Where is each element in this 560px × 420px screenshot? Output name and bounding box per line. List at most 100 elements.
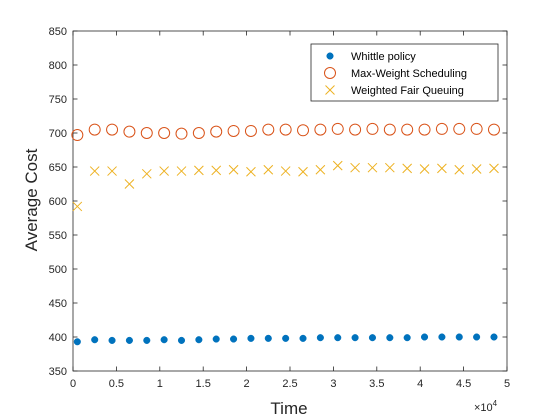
y-tick-label: 850 bbox=[49, 26, 67, 38]
data-point bbox=[125, 336, 133, 344]
legend: Whittle policy Max-Weight Scheduling Weigh… bbox=[310, 43, 499, 102]
x-marker-stroke bbox=[402, 163, 413, 174]
x-marker-stroke bbox=[332, 160, 343, 171]
data-point bbox=[384, 162, 395, 173]
x-marker-stroke bbox=[176, 166, 187, 176]
x-marker-stroke bbox=[350, 162, 360, 173]
data-point bbox=[282, 334, 290, 342]
data-point bbox=[473, 333, 481, 341]
data-point bbox=[367, 162, 378, 173]
data-point bbox=[366, 122, 379, 135]
data-point bbox=[334, 334, 342, 342]
legend-marker bbox=[325, 85, 335, 95]
legend-entry: Whittle policy bbox=[326, 51, 416, 63]
x-marker-stroke bbox=[298, 166, 308, 177]
y-tick-label: 350 bbox=[49, 366, 67, 378]
data-point bbox=[89, 166, 100, 176]
x-tick-label: 2 bbox=[244, 378, 250, 390]
x-tick-label: 2.5 bbox=[282, 378, 297, 390]
data-point bbox=[351, 334, 359, 342]
x-marker-stroke bbox=[246, 166, 256, 177]
data-point bbox=[244, 124, 257, 137]
x-tick-label: 1 bbox=[157, 378, 163, 390]
x-marker-stroke bbox=[437, 163, 447, 174]
data-point bbox=[159, 166, 169, 176]
y-axis-label: Average Cost bbox=[22, 148, 41, 251]
legend-label: Whittle policy bbox=[351, 51, 416, 63]
x-tick-label: 3.5 bbox=[369, 378, 384, 390]
y-tick-label: 550 bbox=[49, 230, 67, 242]
data-point bbox=[350, 162, 360, 173]
data-point bbox=[73, 338, 81, 346]
data-point bbox=[316, 334, 324, 342]
data-point bbox=[418, 123, 431, 136]
data-point bbox=[437, 163, 447, 174]
x-marker-stroke bbox=[419, 164, 430, 174]
x-marker-stroke bbox=[454, 164, 465, 175]
y-tick-label: 400 bbox=[49, 332, 67, 344]
data-point bbox=[471, 164, 482, 174]
x-marker-stroke bbox=[194, 165, 204, 176]
x-marker-stroke bbox=[325, 85, 335, 95]
data-point bbox=[331, 122, 344, 135]
data-point bbox=[487, 123, 500, 136]
data-point bbox=[158, 127, 171, 139]
data-point bbox=[349, 123, 362, 136]
x-tick-label: 4.5 bbox=[456, 378, 471, 390]
data-point bbox=[298, 166, 308, 177]
x-axis-multiplier-exponent: 4 bbox=[493, 399, 498, 408]
data-point bbox=[141, 168, 152, 179]
data-marks bbox=[71, 122, 500, 346]
data-point bbox=[140, 127, 153, 139]
x-marker-stroke bbox=[471, 164, 482, 174]
data-point bbox=[490, 333, 498, 341]
data-point bbox=[228, 164, 239, 175]
data-point bbox=[383, 123, 396, 136]
data-point bbox=[227, 124, 240, 137]
y-tick-label: 700 bbox=[49, 128, 67, 140]
data-point bbox=[297, 124, 310, 137]
data-point bbox=[419, 164, 430, 174]
data-point bbox=[455, 333, 463, 341]
data-point bbox=[402, 163, 413, 174]
legend-box bbox=[310, 43, 499, 102]
data-point bbox=[262, 123, 275, 136]
data-point bbox=[453, 122, 466, 135]
x-marker-stroke bbox=[211, 165, 222, 176]
data-point bbox=[72, 201, 83, 212]
x-marker-stroke bbox=[280, 166, 291, 176]
data-point bbox=[71, 129, 84, 142]
x-tick-label: 4 bbox=[417, 378, 423, 390]
data-point bbox=[91, 336, 99, 344]
data-point bbox=[299, 334, 307, 342]
data-point bbox=[280, 166, 291, 176]
legend-label: Weighted Fair Queuing bbox=[351, 85, 464, 97]
data-point bbox=[420, 333, 429, 341]
legend-marker bbox=[326, 52, 334, 60]
x-axis-label: Time bbox=[270, 399, 307, 418]
data-point bbox=[160, 336, 168, 344]
axes: 0 0.5 1 1.5 2 2.5 3 3.5 4 4.5 5 350 400 450 500 550 600 6… bbox=[49, 26, 510, 390]
legend-entry: Max-Weight Scheduling bbox=[324, 67, 467, 80]
data-point bbox=[386, 334, 394, 342]
x-marker-stroke bbox=[107, 166, 117, 176]
x-axis-multiplier-base: ×10 bbox=[474, 402, 493, 414]
data-point bbox=[210, 125, 223, 138]
x-tick-label: 5 bbox=[504, 378, 510, 390]
data-point bbox=[470, 122, 483, 135]
data-point bbox=[246, 166, 256, 177]
data-point bbox=[438, 333, 446, 341]
series-1 bbox=[73, 333, 498, 346]
data-point bbox=[106, 123, 119, 136]
x-marker-stroke bbox=[384, 162, 395, 173]
data-point bbox=[315, 164, 326, 175]
y-tick-label: 650 bbox=[49, 162, 67, 174]
legend-marker bbox=[324, 67, 336, 79]
data-point bbox=[195, 336, 203, 344]
data-point bbox=[175, 127, 188, 140]
series-2 bbox=[71, 122, 500, 142]
legend-entry: Weighted Fair Queuing bbox=[325, 85, 464, 97]
x-marker-stroke bbox=[489, 163, 499, 174]
data-point bbox=[124, 179, 135, 189]
